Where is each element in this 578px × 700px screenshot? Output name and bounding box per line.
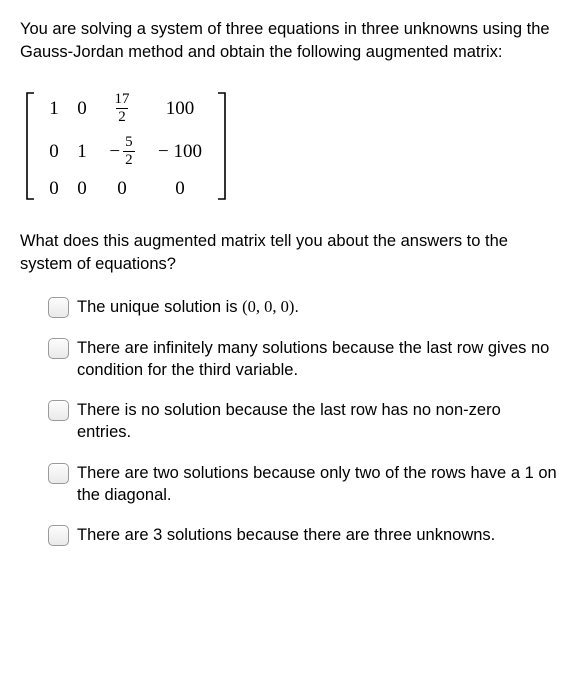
fraction-num: 5 xyxy=(123,135,135,151)
question-subprompt: What does this augmented matrix tell you… xyxy=(20,230,558,276)
matrix-body: 1 0 17 2 100 0 1 − 5 2 − 100 0 0 0 0 xyxy=(36,86,216,206)
matrix-cell: 0 xyxy=(40,141,68,163)
question-prompt: You are solving a system of three equati… xyxy=(20,18,558,64)
option-text-post: . xyxy=(294,298,299,316)
answer-options: The unique solution is (0, 0, 0). There … xyxy=(20,296,558,546)
fraction-den: 2 xyxy=(123,151,135,168)
option-checkbox[interactable] xyxy=(48,338,69,359)
matrix-cell: 1 xyxy=(40,98,68,120)
matrix-cell: 17 2 xyxy=(96,92,148,125)
answer-option: There is no solution because the last ro… xyxy=(48,399,558,444)
fraction: 5 2 xyxy=(123,135,135,168)
option-checkbox[interactable] xyxy=(48,463,69,484)
answer-option: The unique solution is (0, 0, 0). xyxy=(48,296,558,318)
negative-fraction: − 5 2 xyxy=(109,135,134,168)
matrix-cell: 100 xyxy=(148,98,212,120)
option-text-pre: The unique solution is xyxy=(77,298,242,316)
fraction: 17 2 xyxy=(113,92,132,125)
option-checkbox[interactable] xyxy=(48,400,69,421)
option-label: There are two solutions because only two… xyxy=(77,462,558,507)
option-math: (0, 0, 0) xyxy=(242,297,294,316)
matrix-cell: 0 xyxy=(68,98,96,120)
option-label: There are infinitely many solutions beca… xyxy=(77,337,558,382)
matrix-cell: − 100 xyxy=(148,141,212,163)
option-checkbox[interactable] xyxy=(48,525,69,546)
option-label: There are 3 solutions because there are … xyxy=(77,524,495,546)
option-label: There is no solution because the last ro… xyxy=(77,399,558,444)
augmented-matrix: 1 0 17 2 100 0 1 − 5 2 − 100 0 0 0 0 xyxy=(20,86,558,206)
bracket-right-icon xyxy=(216,91,228,201)
fraction-den: 2 xyxy=(116,108,128,125)
matrix-cell: 0 xyxy=(148,178,212,200)
matrix-cell: 0 xyxy=(68,178,96,200)
option-label: The unique solution is (0, 0, 0). xyxy=(77,296,299,318)
matrix-cell: 1 xyxy=(68,141,96,163)
answer-option: There are two solutions because only two… xyxy=(48,462,558,507)
matrix-cell: 0 xyxy=(40,178,68,200)
fraction-num: 17 xyxy=(113,92,132,108)
answer-option: There are infinitely many solutions beca… xyxy=(48,337,558,382)
bracket-left-icon xyxy=(24,91,36,201)
answer-option: There are 3 solutions because there are … xyxy=(48,524,558,546)
matrix-cell: 0 xyxy=(96,178,148,200)
minus-sign: − xyxy=(109,141,120,163)
option-checkbox[interactable] xyxy=(48,297,69,318)
matrix-cell: − 5 2 xyxy=(96,135,148,168)
